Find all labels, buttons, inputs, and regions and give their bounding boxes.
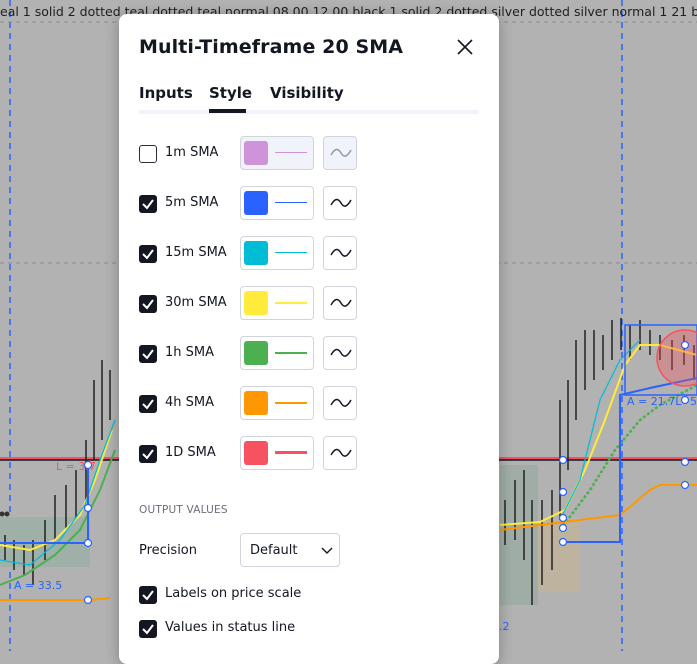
sma-row-4h: 4h SMA	[139, 386, 479, 422]
color-picker-30m[interactable]	[240, 286, 314, 320]
plot-type-button-5m[interactable]	[323, 186, 357, 220]
line-style-preview	[275, 352, 307, 354]
line-style-preview	[275, 152, 307, 153]
color-swatch	[244, 241, 268, 265]
sma-row-1m: 1m SMA	[139, 136, 479, 172]
color-swatch	[244, 441, 268, 465]
precision-label: Precision	[139, 543, 198, 558]
precision-value: Default	[250, 543, 298, 558]
tab-inputs[interactable]: Inputs	[139, 84, 193, 102]
line-plot-icon	[330, 348, 352, 357]
plot-type-button-15m[interactable]	[323, 236, 357, 270]
sma-label: 1D SMA	[165, 445, 216, 460]
option-label: Labels on price scale	[165, 586, 302, 601]
close-icon	[457, 39, 473, 55]
chevron-down-icon	[321, 547, 333, 554]
checkbox-4h-sma[interactable]	[139, 395, 157, 413]
sma-row-15m: 15m SMA	[139, 236, 479, 272]
line-plot-icon	[330, 248, 352, 257]
tab-style[interactable]: Style	[209, 84, 253, 102]
option-label: Values in status line	[165, 620, 296, 635]
checkbox-1d-sma[interactable]	[139, 445, 157, 463]
chart-label: L = 3.7	[56, 460, 96, 473]
checkbox-1h-sma[interactable]	[139, 345, 157, 363]
color-swatch	[244, 341, 268, 365]
line-plot-icon	[330, 148, 352, 157]
sma-row-30m: 30m SMA	[139, 286, 479, 322]
checkbox-1m-sma[interactable]	[139, 145, 157, 163]
check-icon	[142, 399, 154, 410]
plot-type-button-30m[interactable]	[323, 286, 357, 320]
chart-label: A = 21.7L	[627, 395, 682, 408]
checkbox-5m-sma[interactable]	[139, 195, 157, 213]
plot-type-button-1h[interactable]	[323, 336, 357, 370]
sma-row-1d: 1D SMA	[139, 436, 479, 472]
tab-bar: Inputs Style Visibility	[139, 82, 479, 114]
color-picker-15m[interactable]	[240, 236, 314, 270]
check-icon	[142, 199, 154, 210]
sma-label: 15m SMA	[165, 245, 227, 260]
active-tab-indicator	[209, 109, 246, 113]
dialog-title: Multi-Timeframe 20 SMA	[139, 36, 404, 58]
color-swatch	[244, 141, 268, 165]
labels-on-price-scale-option: Labels on price scale	[139, 584, 439, 606]
checkbox-values-in-status-line[interactable]	[139, 620, 157, 638]
check-icon	[142, 624, 154, 635]
checkbox-30m-sma[interactable]	[139, 295, 157, 313]
checkbox-15m-sma[interactable]	[139, 245, 157, 263]
check-icon	[142, 349, 154, 360]
sma-row-5m: 5m SMA	[139, 186, 479, 222]
plot-type-button-1m[interactable]	[323, 136, 357, 170]
plot-type-button-1d[interactable]	[323, 436, 357, 470]
check-icon	[142, 299, 154, 310]
color-picker-4h[interactable]	[240, 386, 314, 420]
color-picker-1m[interactable]	[240, 136, 314, 170]
sma-label: 1h SMA	[165, 345, 215, 360]
line-style-preview	[275, 451, 307, 454]
line-plot-icon	[330, 448, 352, 457]
color-swatch	[244, 391, 268, 415]
tab-visibility[interactable]: Visibility	[270, 84, 344, 102]
close-button[interactable]	[452, 34, 478, 60]
color-picker-5m[interactable]	[240, 186, 314, 220]
sma-row-1h: 1h SMA	[139, 336, 479, 372]
line-style-preview	[275, 252, 307, 253]
output-values-heading: OUTPUT VALUES	[139, 504, 228, 516]
line-style-preview	[275, 202, 307, 203]
values-in-status-line-option: Values in status line	[139, 618, 439, 640]
sma-label: 4h SMA	[165, 395, 215, 410]
line-plot-icon	[330, 198, 352, 207]
precision-select[interactable]: Default	[240, 533, 340, 567]
check-icon	[142, 449, 154, 460]
sma-label: 30m SMA	[165, 295, 227, 310]
sma-label: 5m SMA	[165, 195, 219, 210]
line-style-preview	[275, 302, 307, 304]
settings-dialog: Multi-Timeframe 20 SMA Inputs Style Visi…	[119, 14, 499, 664]
chart-label: .2	[499, 620, 510, 633]
chart-label: A = 33.5	[14, 579, 63, 592]
line-plot-icon	[330, 398, 352, 407]
color-picker-1d[interactable]	[240, 436, 314, 470]
line-plot-icon	[330, 298, 352, 307]
color-swatch	[244, 191, 268, 215]
checkbox-labels-on-price-scale[interactable]	[139, 586, 157, 604]
line-style-preview	[275, 402, 307, 404]
plot-type-button-4h[interactable]	[323, 386, 357, 420]
color-swatch	[244, 291, 268, 315]
check-icon	[142, 590, 154, 601]
color-picker-1h[interactable]	[240, 336, 314, 370]
chart-label: 5	[690, 395, 697, 408]
sma-label: 1m SMA	[165, 145, 219, 160]
check-icon	[142, 249, 154, 260]
